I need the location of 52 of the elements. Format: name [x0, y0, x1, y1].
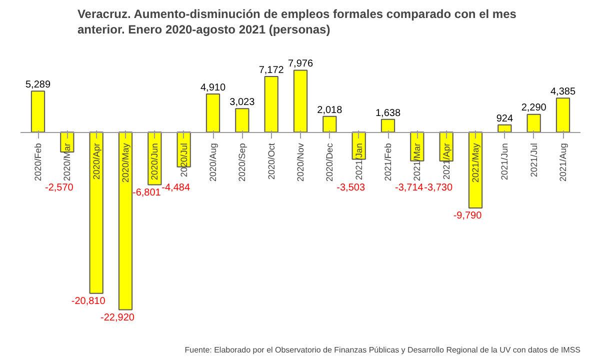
data-label: 7,172 [258, 64, 284, 76]
bar [235, 108, 250, 133]
data-label: -20,810 [71, 296, 106, 307]
x-tick-label: 2020/Feb [33, 143, 43, 182]
x-tick-label: 2021/May [470, 142, 480, 183]
x-tick-label: 2020/Dec [324, 142, 335, 182]
data-label: -3,503 [336, 182, 366, 194]
x-tick-label: 2021/Jul [528, 143, 539, 178]
data-label: -2,570 [44, 182, 74, 194]
data-label: 3,023 [230, 97, 256, 108]
bar [30, 90, 46, 133]
data-label: 4,385 [550, 86, 576, 98]
bar [264, 76, 278, 133]
bar [206, 94, 220, 133]
bar [293, 70, 308, 133]
x-tick-label: 2021/Apr [441, 143, 452, 180]
bar [380, 118, 396, 133]
data-label: -9,790 [453, 210, 482, 222]
data-label: 924 [496, 113, 514, 124]
data-label: -3,730 [424, 182, 453, 194]
x-tick-label: 2021/Mar [412, 143, 422, 182]
data-label: 7,976 [288, 58, 314, 70]
bar [89, 132, 104, 294]
x-tick-label: 2020/Mar [62, 143, 72, 182]
data-label: 4,910 [200, 82, 226, 94]
data-label: -3,714 [394, 182, 424, 194]
bar [526, 114, 541, 133]
x-tick-label: 2020/Jun [150, 143, 160, 180]
source-note: Fuente: Elaborado por el Observatorio de Finanzas Públicas y Desarrollo Regional de la UV con datos de IMSS [184, 346, 581, 354]
data-label: 1,638 [375, 108, 401, 119]
data-label: -4,484 [162, 182, 190, 194]
x-tick-label: 2020/Jul [178, 143, 189, 178]
bar [556, 98, 570, 133]
bar [322, 116, 337, 133]
chart-title: Veracruz. Aumento-disminución de empleos formales comparado con el mes anterior. Enero 2020-agosto 2021 (personas) [77, 7, 517, 36]
x-tick-label: 2020/Nov [296, 142, 306, 182]
x-tick-label: 2021/Jun [500, 143, 510, 180]
data-label: -22,920 [100, 312, 135, 324]
x-tick-label: 2020/May [120, 142, 130, 183]
x-tick-label: 2020/Oct [266, 142, 276, 180]
data-label: 2,018 [317, 104, 343, 116]
x-tick-label: 2021/Feb [383, 143, 393, 182]
data-label: 5,289 [25, 79, 51, 90]
data-label: -6,801 [132, 187, 162, 198]
data-label: 2,290 [521, 102, 547, 114]
x-tick-label: 2020/Aug [208, 143, 218, 182]
bar [498, 124, 512, 133]
x-tick-label: 2021/Aug [558, 143, 568, 182]
x-tick-label: 2021/Jan [354, 143, 364, 180]
x-tick-label: 2020/Sep [237, 143, 248, 182]
bar [118, 132, 133, 310]
x-tick-label: 2020/Apr [91, 143, 102, 180]
